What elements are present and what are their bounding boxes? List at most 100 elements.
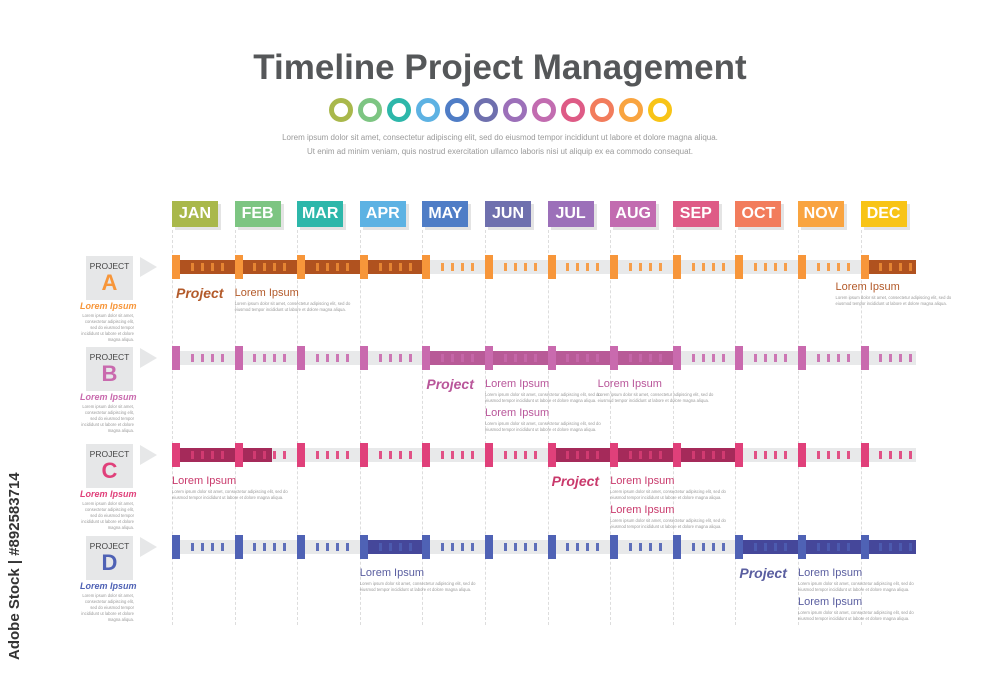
timeline-tick bbox=[388, 543, 392, 551]
timeline-tick bbox=[513, 354, 517, 362]
month-marker bbox=[610, 255, 619, 279]
project-prefix: PROJECT bbox=[89, 352, 130, 362]
timeline-tick bbox=[200, 451, 204, 459]
month-marker bbox=[297, 346, 306, 370]
ring-dot bbox=[473, 98, 498, 122]
month-marker bbox=[610, 443, 619, 467]
timeline-tick bbox=[628, 263, 632, 271]
timeline-tick bbox=[283, 354, 287, 362]
timeline-tick bbox=[346, 354, 350, 362]
timeline-tick bbox=[691, 543, 695, 551]
timeline-tick bbox=[503, 543, 507, 551]
timeline-track bbox=[172, 540, 916, 554]
month-header-apr: APR bbox=[359, 201, 406, 227]
timeline-tick bbox=[451, 543, 455, 551]
timeline-tick bbox=[576, 263, 580, 271]
timeline-tick bbox=[889, 543, 893, 551]
month-marker bbox=[172, 535, 180, 559]
watermark: Adobe Stock | #892583714 bbox=[6, 472, 23, 660]
timeline-tick bbox=[325, 263, 329, 271]
timeline-tick bbox=[283, 451, 287, 459]
subtitle-line-1: Lorem ipsum dolor sit amet, consectetur … bbox=[282, 133, 718, 142]
month-marker bbox=[172, 346, 180, 370]
month-marker bbox=[735, 443, 744, 467]
month-marker bbox=[359, 443, 368, 467]
timeline-tick bbox=[816, 263, 820, 271]
ring-dot bbox=[647, 98, 672, 122]
month-marker bbox=[735, 535, 744, 559]
timeline-tick bbox=[408, 543, 412, 551]
timeline-tick bbox=[315, 543, 319, 551]
month-header-nov: NOV bbox=[798, 201, 844, 227]
project-letter: A bbox=[101, 270, 118, 295]
timeline-tick bbox=[899, 451, 903, 459]
month-marker bbox=[798, 443, 806, 467]
project-prefix: PROJECT bbox=[89, 261, 130, 271]
timeline-tick bbox=[190, 543, 194, 551]
month-marker bbox=[172, 255, 180, 279]
timeline-tick bbox=[836, 451, 840, 459]
project-tag: Project bbox=[176, 285, 224, 301]
timeline-tick bbox=[378, 354, 382, 362]
month-marker bbox=[798, 535, 806, 559]
month-marker bbox=[735, 255, 744, 279]
timeline-tick bbox=[909, 451, 913, 459]
timeline-tick bbox=[586, 263, 590, 271]
timeline-tick bbox=[638, 354, 642, 362]
timeline-tick bbox=[346, 543, 350, 551]
timeline-tick bbox=[899, 354, 903, 362]
timeline-tick bbox=[220, 543, 224, 551]
ring-dot bbox=[415, 98, 440, 122]
timeline-tick bbox=[263, 543, 267, 551]
month-marker bbox=[860, 255, 869, 279]
arrow-icon bbox=[140, 445, 157, 465]
milestone-title: Lorem Ipsum bbox=[597, 378, 662, 390]
timeline-tick bbox=[816, 451, 820, 459]
timeline-tick bbox=[774, 543, 778, 551]
arrow-icon bbox=[140, 257, 157, 277]
month-header-jun: JUN bbox=[485, 201, 531, 227]
timeline-tick bbox=[576, 451, 580, 459]
timeline-tick bbox=[846, 543, 850, 551]
project-letter: D bbox=[101, 550, 118, 575]
timeline-tick bbox=[523, 543, 527, 551]
month-marker bbox=[297, 535, 306, 559]
timeline-tick bbox=[586, 543, 590, 551]
ring-dot bbox=[328, 98, 353, 122]
timeline-tick bbox=[638, 451, 642, 459]
timeline-tick bbox=[836, 354, 840, 362]
month-marker bbox=[547, 255, 556, 279]
timeline-tick bbox=[721, 263, 725, 271]
timeline-tick bbox=[846, 354, 850, 362]
timeline-tick bbox=[273, 543, 277, 551]
milestone-description: Lorem ipsum dolor sit amet, consectetur … bbox=[485, 421, 601, 432]
timeline-tick bbox=[325, 451, 329, 459]
timeline-tick bbox=[315, 354, 319, 362]
timeline-tick bbox=[659, 543, 663, 551]
timeline-tick bbox=[576, 543, 580, 551]
ring-dot bbox=[618, 98, 643, 122]
milestone-title: Lorem Ipsum bbox=[610, 504, 675, 516]
project-prefix: PROJECT bbox=[89, 449, 130, 459]
milestone-title: Lorem Ipsum bbox=[172, 475, 237, 487]
month-marker bbox=[798, 346, 806, 370]
month-header-sep: SEP bbox=[672, 201, 719, 227]
project-tag: Project bbox=[551, 473, 600, 489]
timeline-tick bbox=[754, 354, 758, 362]
month-marker bbox=[485, 443, 493, 467]
milestone-title: Lorem Ipsum bbox=[798, 567, 863, 579]
timeline-tick bbox=[263, 354, 267, 362]
timeline-tick bbox=[523, 354, 527, 362]
month-marker bbox=[485, 535, 493, 559]
timeline-tick bbox=[190, 451, 194, 459]
project-tag: Project bbox=[739, 565, 787, 581]
month-marker bbox=[422, 255, 431, 279]
timeline-tick bbox=[586, 451, 590, 459]
timeline-tick bbox=[701, 354, 705, 362]
timeline-tick bbox=[816, 543, 820, 551]
month-header-feb: FEB bbox=[234, 201, 281, 227]
milestone-description: Lorem ipsum dolor sit amet, consectetur … bbox=[798, 581, 914, 592]
month-marker bbox=[297, 443, 306, 467]
project-label-d: PROJECT D bbox=[86, 536, 133, 580]
timeline-tick bbox=[826, 354, 830, 362]
